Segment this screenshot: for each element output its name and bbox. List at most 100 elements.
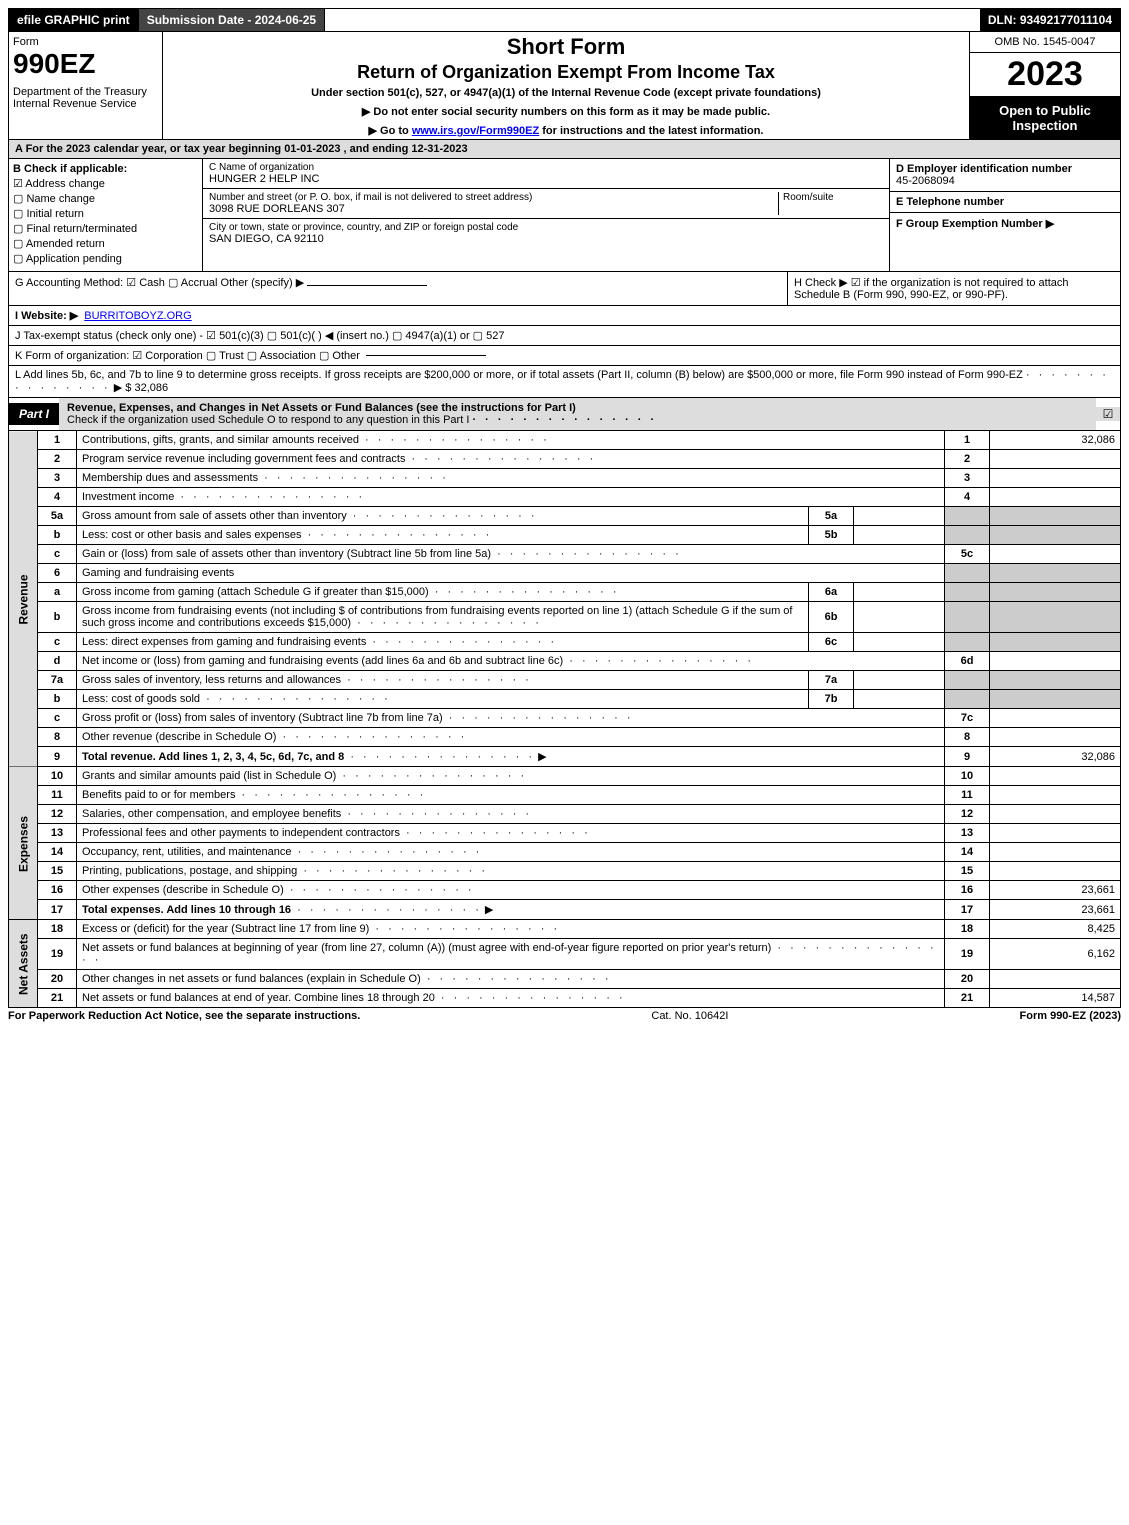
section-a-period: A For the 2023 calendar year, or tax yea… bbox=[8, 140, 1121, 159]
k-text: K Form of organization: ☑ Corporation ▢ … bbox=[15, 349, 360, 362]
final-line-number: 1 bbox=[945, 431, 990, 450]
ein-value: 45-2068094 bbox=[896, 175, 1114, 187]
line-desc: Gross profit or (loss) from sales of inv… bbox=[77, 709, 945, 728]
g-options: ☑ Cash ▢ Accrual Other (specify) ▶ bbox=[126, 277, 304, 289]
line-amount bbox=[990, 488, 1121, 507]
line-desc: Net assets or fund balances at beginning… bbox=[77, 939, 945, 970]
tax-year: 2023 bbox=[970, 53, 1120, 97]
part1-title-text: Revenue, Expenses, and Changes in Net As… bbox=[67, 402, 576, 414]
line-row: aGross income from gaming (attach Schedu… bbox=[9, 583, 1121, 602]
section-l: L Add lines 5b, 6c, and 7b to line 9 to … bbox=[8, 366, 1121, 398]
department-label: Department of the Treasury Internal Reve… bbox=[13, 86, 158, 110]
checkbox-amended-return[interactable]: ▢ Amended return bbox=[13, 237, 198, 250]
line-desc: Benefits paid to or for members bbox=[77, 786, 945, 805]
org-name-value: HUNGER 2 HELP INC bbox=[209, 173, 883, 185]
ein-label: D Employer identification number bbox=[896, 163, 1114, 175]
line-desc: Program service revenue including govern… bbox=[77, 450, 945, 469]
form-header: Form 990EZ Department of the Treasury In… bbox=[8, 32, 1121, 140]
final-line-number: 14 bbox=[945, 843, 990, 862]
part1-subtitle: Check if the organization used Schedule … bbox=[67, 414, 469, 426]
note-link: ▶ Go to www.irs.gov/Form990EZ for instru… bbox=[171, 124, 961, 137]
checkbox-name-change[interactable]: ▢ Name change bbox=[13, 192, 198, 205]
line-amount bbox=[990, 652, 1121, 671]
org-name-label: C Name of organization bbox=[209, 162, 883, 173]
footer-right: Form 990-EZ (2023) bbox=[1020, 1010, 1121, 1022]
entity-block: B Check if applicable: ☑ Address change▢… bbox=[8, 159, 1121, 272]
line-number: d bbox=[38, 652, 77, 671]
l-text: L Add lines 5b, 6c, and 7b to line 9 to … bbox=[15, 369, 1023, 381]
lines-table: Revenue 1Contributions, gifts, grants, an… bbox=[8, 431, 1121, 1008]
amount-shaded bbox=[990, 507, 1121, 526]
line-amount: 32,086 bbox=[990, 747, 1121, 767]
line-number: 7a bbox=[38, 671, 77, 690]
line-number: 6 bbox=[38, 564, 77, 583]
line-row: 3Membership dues and assessments3 bbox=[9, 469, 1121, 488]
line-number: 5a bbox=[38, 507, 77, 526]
final-line-number: 8 bbox=[945, 728, 990, 747]
line-row: cLess: direct expenses from gaming and f… bbox=[9, 633, 1121, 652]
line-amount bbox=[990, 970, 1121, 989]
line-desc: Gross income from gaming (attach Schedul… bbox=[77, 583, 809, 602]
checkbox-initial-return[interactable]: ▢ Initial return bbox=[13, 207, 198, 220]
line-desc: Occupancy, rent, utilities, and maintena… bbox=[77, 843, 945, 862]
final-line-number: 12 bbox=[945, 805, 990, 824]
line-desc: Contributions, gifts, grants, and simila… bbox=[77, 431, 945, 450]
checkbox-address-change[interactable]: ☑ Address change bbox=[13, 177, 198, 190]
line-amount: 23,661 bbox=[990, 881, 1121, 900]
subtitle: Under section 501(c), 527, or 4947(a)(1)… bbox=[171, 87, 961, 99]
irs-link[interactable]: www.irs.gov/Form990EZ bbox=[412, 125, 539, 137]
sub-line-label: 6b bbox=[809, 602, 854, 633]
revenue-side-label: Revenue bbox=[9, 431, 38, 767]
open-public-badge: Open to Public Inspection bbox=[970, 97, 1120, 139]
phone-label: E Telephone number bbox=[896, 196, 1114, 208]
checkbox-final-return-terminated[interactable]: ▢ Final return/terminated bbox=[13, 222, 198, 235]
line-desc: Gross amount from sale of assets other t… bbox=[77, 507, 809, 526]
line-row: 14Occupancy, rent, utilities, and mainte… bbox=[9, 843, 1121, 862]
city-value: SAN DIEGO, CA 92110 bbox=[209, 233, 883, 245]
line-desc: Membership dues and assessments bbox=[77, 469, 945, 488]
line-desc: Total revenue. Add lines 1, 2, 3, 4, 5c,… bbox=[77, 747, 945, 767]
group-exemption-label: F Group Exemption Number ▶ bbox=[896, 217, 1114, 230]
tax-exempt-status: J Tax-exempt status (check only one) - ☑… bbox=[8, 326, 1121, 346]
website-link[interactable]: BURRITOBOYZ.ORG bbox=[84, 310, 191, 322]
section-b-checkboxes: B Check if applicable: ☑ Address change▢… bbox=[9, 159, 203, 271]
final-line-number: 13 bbox=[945, 824, 990, 843]
line-desc: Less: cost of goods sold bbox=[77, 690, 809, 709]
section-c-org: C Name of organization HUNGER 2 HELP INC… bbox=[203, 159, 890, 271]
line-amount: 32,086 bbox=[990, 431, 1121, 450]
sub-line-label: 7a bbox=[809, 671, 854, 690]
line-number: 14 bbox=[38, 843, 77, 862]
line-row: 12Salaries, other compensation, and empl… bbox=[9, 805, 1121, 824]
checkbox-application-pending[interactable]: ▢ Application pending bbox=[13, 252, 198, 265]
final-line-number: 7c bbox=[945, 709, 990, 728]
line-row: 11Benefits paid to or for members11 bbox=[9, 786, 1121, 805]
efile-label[interactable]: efile GRAPHIC print bbox=[9, 9, 139, 31]
line-desc: Printing, publications, postage, and shi… bbox=[77, 862, 945, 881]
final-line-number: 2 bbox=[945, 450, 990, 469]
line-row: 6Gaming and fundraising events bbox=[9, 564, 1121, 583]
website-label: I Website: ▶ bbox=[15, 309, 78, 322]
line-amount bbox=[990, 469, 1121, 488]
line-no-shaded bbox=[945, 690, 990, 709]
line-number: 10 bbox=[38, 767, 77, 786]
sub-line-amount bbox=[854, 671, 945, 690]
line-desc: Grants and similar amounts paid (list in… bbox=[77, 767, 945, 786]
final-line-number: 6d bbox=[945, 652, 990, 671]
section-h: H Check ▶ ☑ if the organization is not r… bbox=[787, 272, 1120, 305]
line-row: 19Net assets or fund balances at beginni… bbox=[9, 939, 1121, 970]
final-line-number: 9 bbox=[945, 747, 990, 767]
line-amount: 8,425 bbox=[990, 920, 1121, 939]
final-line-number: 11 bbox=[945, 786, 990, 805]
line-row: 17Total expenses. Add lines 10 through 1… bbox=[9, 900, 1121, 920]
line-number: 21 bbox=[38, 989, 77, 1008]
sub-line-amount bbox=[854, 583, 945, 602]
line-row: 21Net assets or fund balances at end of … bbox=[9, 989, 1121, 1008]
line-desc: Other revenue (describe in Schedule O) bbox=[77, 728, 945, 747]
line-row: dNet income or (loss) from gaming and fu… bbox=[9, 652, 1121, 671]
line-number: 12 bbox=[38, 805, 77, 824]
part1-label: Part I bbox=[9, 403, 59, 425]
line-number: b bbox=[38, 526, 77, 545]
line-row: 2Program service revenue including gover… bbox=[9, 450, 1121, 469]
line-amount: 14,587 bbox=[990, 989, 1121, 1008]
line-desc: Salaries, other compensation, and employ… bbox=[77, 805, 945, 824]
